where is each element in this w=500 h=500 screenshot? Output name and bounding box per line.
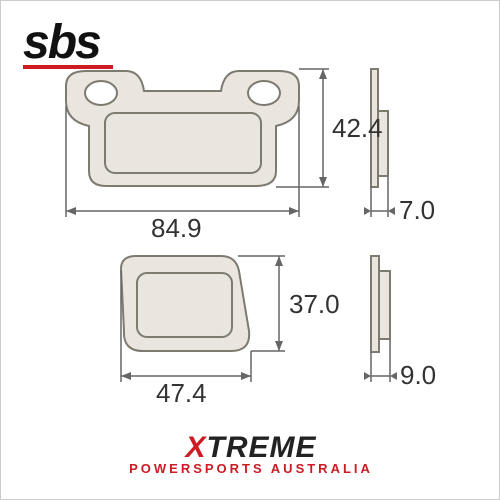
dim-top-width-label: 84.9 — [151, 213, 202, 243]
xtreme-x: X — [185, 431, 206, 464]
diagram-container: sbs — [0, 0, 500, 500]
xtreme-rest: TREME — [207, 431, 317, 464]
brake-pad-diagram: 42.4 84.9 7.0 — [21, 51, 481, 431]
bottom-pad-front — [121, 256, 249, 351]
footer-subtitle: POWERSPORTS AUSTRALIA — [1, 461, 500, 476]
footer-branding: XTREME POWERSPORTS AUSTRALIA — [1, 431, 500, 499]
dim-bottom-thickness-label: 9.0 — [400, 360, 436, 390]
bottom-pad-side — [371, 256, 390, 352]
dim-bottom-height-label: 37.0 — [289, 289, 340, 319]
top-pad-front — [66, 71, 299, 186]
dim-top-height-label: 42.4 — [332, 113, 383, 143]
dim-bottom-thickness — [364, 340, 397, 382]
dim-top-thickness — [364, 177, 395, 217]
xtreme-logo: XTREME — [1, 431, 500, 465]
dim-top-thickness-label: 7.0 — [399, 195, 435, 225]
dim-bottom-width-label: 47.4 — [156, 378, 207, 408]
